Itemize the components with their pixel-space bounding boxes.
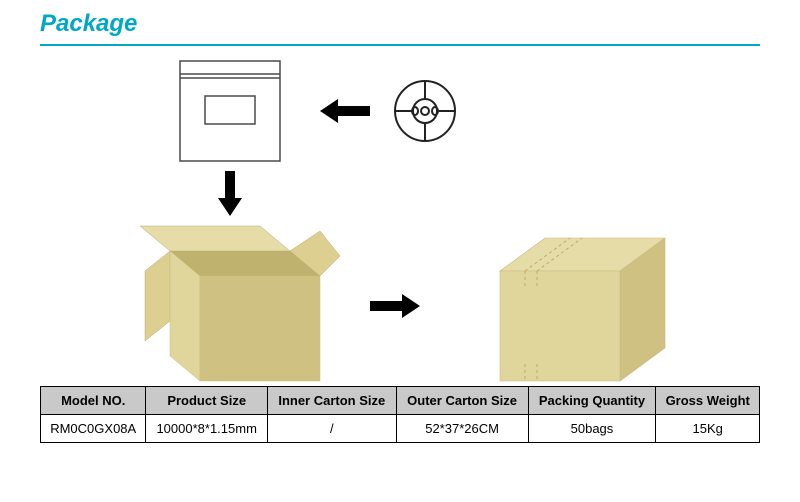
packaging-flow-diagram [40,56,760,386]
cell-packing-qty: 50bags [528,415,656,443]
open-box-icon [110,221,350,391]
reel-icon [390,76,460,146]
table-row: RM0C0GX08A 10000*8*1.15mm / 52*37*26CM 5… [41,415,760,443]
section-title: Package [0,0,800,44]
arrow-left-icon [320,96,370,126]
cell-product-size: 10000*8*1.15mm [146,415,268,443]
cell-inner-carton: / [267,415,396,443]
cell-model: RM0C0GX08A [41,415,146,443]
closed-box-icon [440,226,690,396]
title-underline [40,44,760,46]
arrow-down-icon [215,171,245,216]
arrow-right-icon [370,291,420,321]
cell-gross-weight: 15Kg [656,415,760,443]
cell-outer-carton: 52*37*26CM [396,415,528,443]
bag-icon [175,56,285,166]
